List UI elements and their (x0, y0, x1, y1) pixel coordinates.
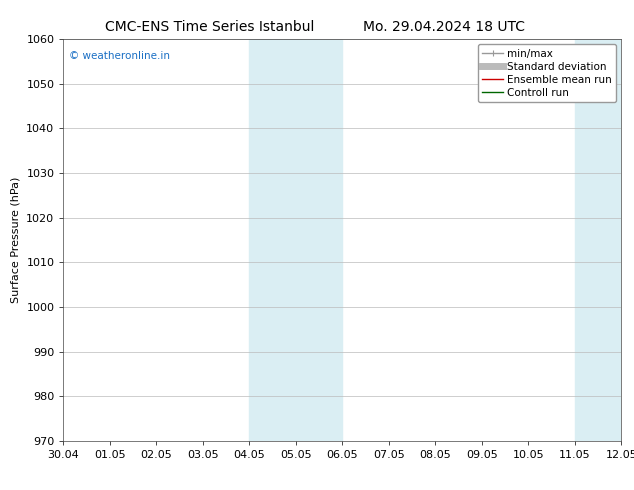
Legend: min/max, Standard deviation, Ensemble mean run, Controll run: min/max, Standard deviation, Ensemble me… (478, 45, 616, 102)
Bar (296, 39, 342, 441)
Text: Mo. 29.04.2024 18 UTC: Mo. 29.04.2024 18 UTC (363, 20, 525, 34)
Bar (575, 39, 621, 441)
Text: © weatheronline.in: © weatheronline.in (69, 51, 170, 61)
Text: CMC-ENS Time Series Istanbul: CMC-ENS Time Series Istanbul (105, 20, 314, 34)
Bar (249, 39, 296, 441)
Y-axis label: Surface Pressure (hPa): Surface Pressure (hPa) (11, 177, 21, 303)
